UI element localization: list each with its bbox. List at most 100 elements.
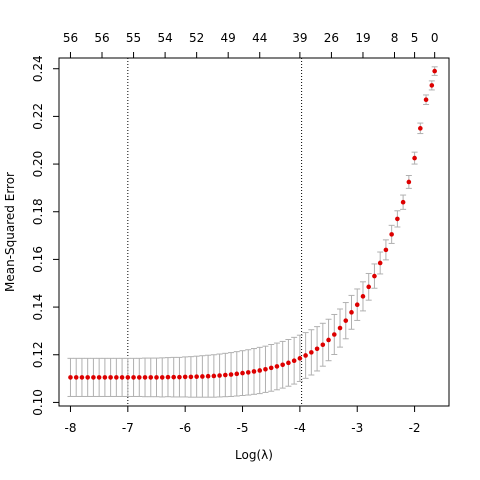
- data-point: [228, 372, 234, 377]
- data-point: [91, 375, 96, 380]
- y-tick-label: 0.18: [31, 198, 45, 225]
- data-point: [274, 364, 280, 369]
- data-point: [360, 294, 366, 299]
- y-tick-label: 0.12: [31, 341, 45, 368]
- data-point: [217, 373, 222, 378]
- data-point: [85, 375, 90, 380]
- y-tick-label: 0.20: [31, 151, 45, 178]
- data-point: [377, 260, 383, 266]
- data-point: [119, 375, 125, 380]
- top-tick-label: 55: [126, 31, 141, 45]
- data-point: [257, 368, 263, 373]
- data-point: [245, 370, 251, 375]
- top-tick-label: 26: [324, 31, 339, 45]
- top-tick-label: 39: [292, 31, 307, 45]
- vertical-reference-lines: [127, 58, 303, 406]
- data-point: [423, 97, 429, 103]
- data-point: [406, 179, 412, 185]
- data-point: [79, 375, 85, 380]
- data-point: [131, 375, 136, 380]
- data-point: [314, 346, 320, 352]
- data-point: [68, 375, 73, 380]
- data-point: [331, 332, 337, 337]
- data-point: [372, 273, 377, 279]
- data-point: [291, 358, 297, 364]
- data-point: [194, 374, 199, 379]
- data-point: [188, 374, 194, 380]
- data-point: [429, 83, 435, 88]
- data-point: [177, 374, 182, 380]
- data-point: [154, 375, 159, 380]
- data-point: [309, 350, 314, 355]
- data-point: [223, 372, 228, 378]
- data-point: [96, 375, 102, 380]
- data-point: [268, 365, 274, 371]
- data-point: [389, 232, 394, 237]
- top-tick-label: 19: [355, 31, 370, 45]
- data-point: [159, 375, 165, 380]
- data-point: [418, 126, 423, 131]
- data-point: [354, 302, 360, 307]
- data-point: [142, 375, 148, 380]
- x-tick-label: -5: [237, 421, 249, 435]
- data-point: [320, 342, 326, 348]
- data-point: [240, 370, 245, 376]
- data-point: [395, 216, 400, 222]
- top-tick-label: 0: [431, 31, 439, 45]
- data-point: [108, 375, 113, 380]
- top-tick-label: 56: [94, 31, 109, 45]
- x-tick-label: -6: [179, 421, 191, 435]
- data-point: [136, 375, 142, 380]
- data-point: [205, 373, 211, 379]
- top-tick-label: 8: [391, 31, 399, 45]
- x-tick-label: -2: [409, 421, 421, 435]
- data-point: [125, 375, 131, 380]
- data-point: [165, 374, 171, 380]
- x-tick-label: -7: [122, 421, 134, 435]
- y-tick-label: 0.14: [31, 294, 45, 321]
- y-axis-label: Mean-Squared Error: [3, 172, 17, 292]
- y-tick-label: 0.16: [31, 246, 45, 273]
- data-point: [400, 199, 406, 205]
- y-axis-ticks: 0.10 0.12 0.14 0.16 0.18 0.20 0.22 0.24: [31, 55, 59, 416]
- data-point: [412, 155, 417, 161]
- top-tick-label: 52: [189, 31, 204, 45]
- data-point: [343, 318, 349, 323]
- data-point: [234, 371, 240, 377]
- data-point: [366, 284, 372, 290]
- top-tick-label: 5: [411, 31, 419, 45]
- data-point: [303, 353, 308, 358]
- data-point: [349, 310, 354, 315]
- top-tick-label: 56: [63, 31, 78, 45]
- data-point: [263, 366, 268, 372]
- data-point: [182, 374, 188, 380]
- data-point: [73, 375, 79, 380]
- x-axis-label: Log(λ): [235, 448, 273, 462]
- data-point: [297, 356, 303, 361]
- data-point: [211, 373, 217, 379]
- top-tick-label: 49: [221, 31, 236, 45]
- data-point: [102, 375, 108, 380]
- data-point: [337, 325, 343, 331]
- y-tick-label: 0.10: [31, 389, 45, 416]
- data-point: [171, 374, 177, 380]
- data-point: [286, 360, 291, 366]
- x-tick-label: -4: [294, 421, 306, 435]
- y-tick-label: 0.24: [31, 55, 45, 82]
- x-tick-label: -8: [64, 421, 76, 435]
- data-point: [200, 374, 205, 379]
- data-point: [148, 375, 154, 380]
- data-point: [280, 362, 285, 368]
- plot-frame: [58, 57, 450, 407]
- data-point: [114, 375, 119, 380]
- x-tick-label: -3: [351, 421, 363, 435]
- data-point: [383, 247, 389, 253]
- data-point: [432, 68, 437, 74]
- y-tick-label: 0.22: [31, 103, 45, 130]
- top-tick-label: 54: [157, 31, 172, 45]
- data-points: [68, 68, 437, 380]
- x-axis-ticks: -8 -7 -6 -5 -4 -3 -2: [64, 406, 421, 435]
- top-tick-label: 44: [252, 31, 267, 45]
